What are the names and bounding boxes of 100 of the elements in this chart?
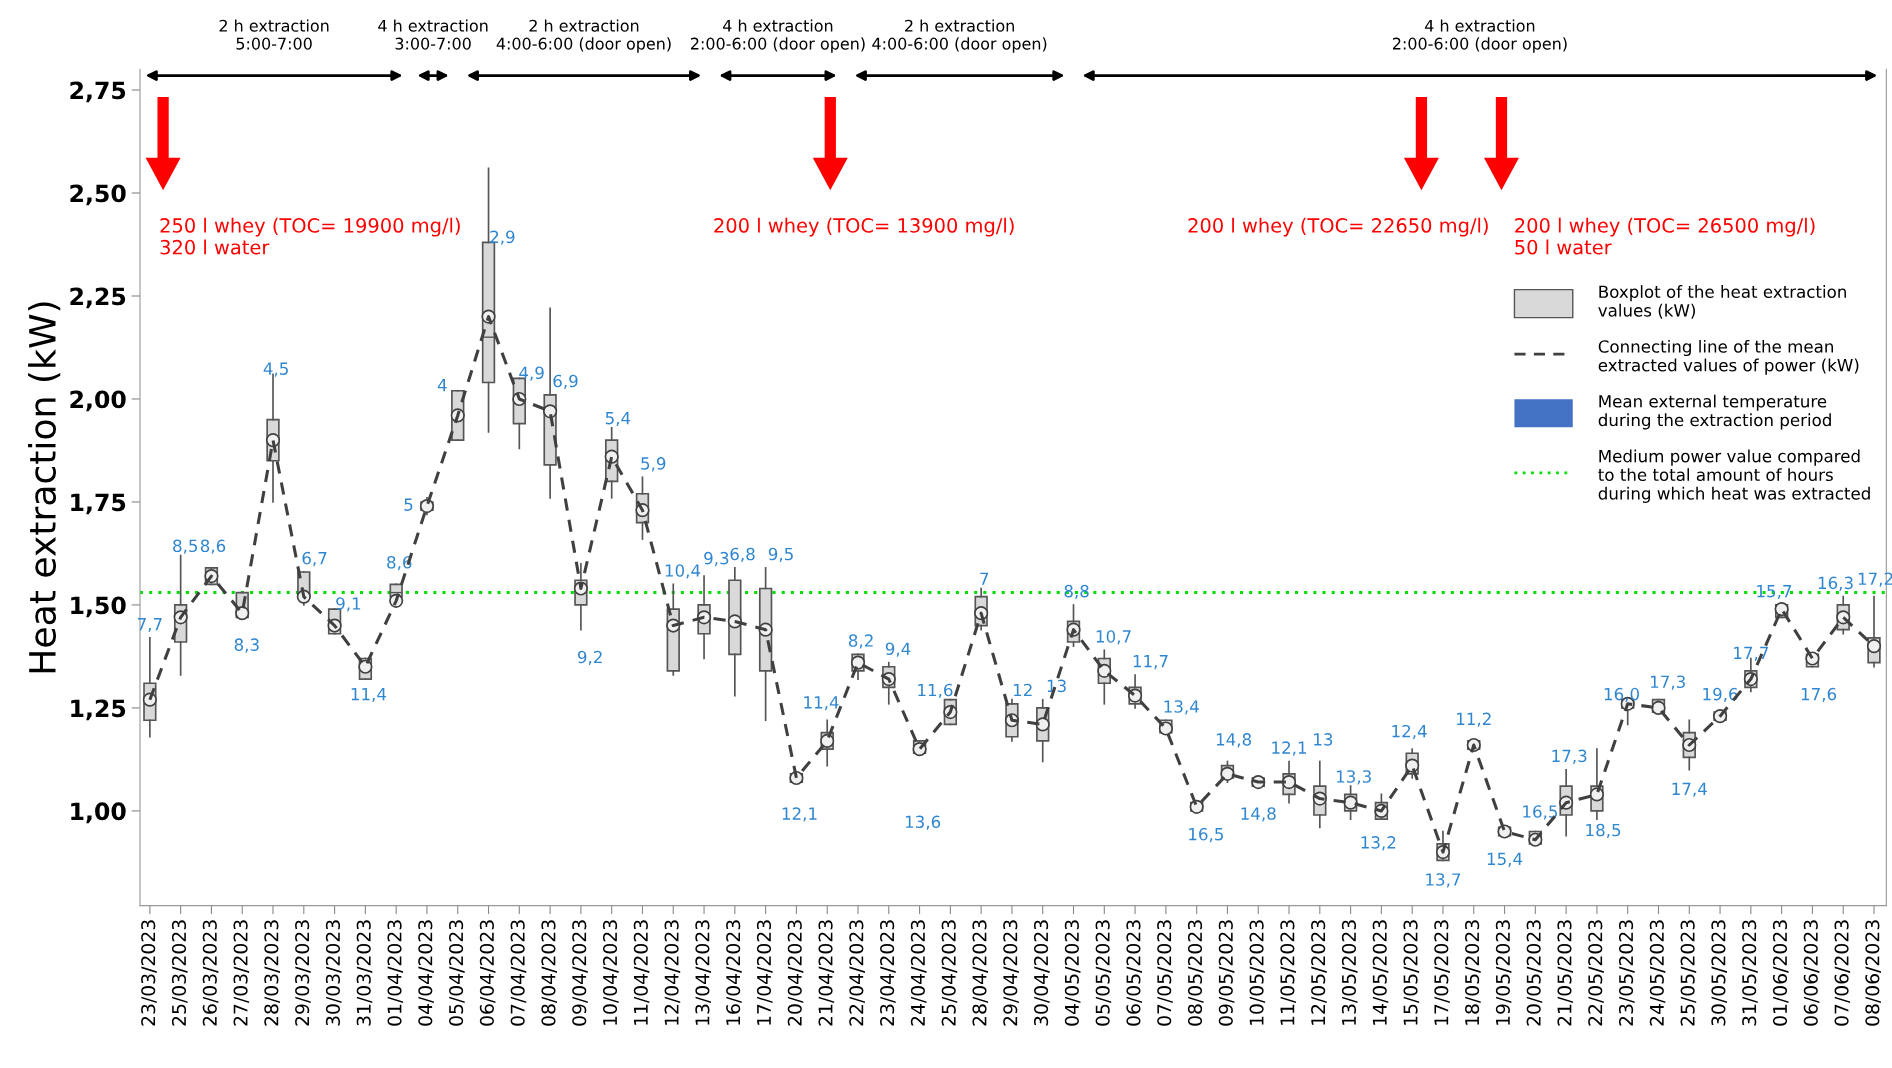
x-tick-label: 26/03/2023 xyxy=(202,920,219,1026)
x-tick-label: 12/04/2023 xyxy=(664,920,681,1025)
annotation: 4 xyxy=(437,379,447,392)
legend-label: Connecting line of the mean extracted values of power (kW) xyxy=(1598,339,1859,375)
annotation: 200 l whey (TOC= 26500 mg/l) 50 l water xyxy=(1515,217,1815,255)
annotation: 5 xyxy=(404,498,413,511)
x-tick-label: 18/05/2023 xyxy=(1465,920,1481,1025)
annotation: 6,9 xyxy=(553,374,578,390)
annotation: 17,6 xyxy=(1801,687,1837,703)
x-tick-label: 20/05/2023 xyxy=(1526,920,1543,1026)
annotation: 16,5 xyxy=(1523,805,1558,820)
x-tick-label: 10/05/2023 xyxy=(1249,920,1266,1025)
annotation: 16,3 xyxy=(1818,576,1853,591)
text: 2 h extraction 5:00-7:00 xyxy=(219,19,329,50)
x-tick-label: 28/04/2023 xyxy=(972,920,989,1026)
x-tick-label: 22/05/2023 xyxy=(1588,920,1604,1026)
x-tick-label: 28/03/2023 xyxy=(264,920,280,1026)
x-tick-label: 11/04/2023 xyxy=(633,920,650,1025)
annotation: 13,2 xyxy=(1361,836,1396,851)
x-tick-label: 23/03/2023 xyxy=(141,920,157,1026)
x-tick-label: 21/05/2023 xyxy=(1557,920,1574,1026)
text: 4 h extraction 3:00-7:00 xyxy=(378,19,488,50)
x-tick-label: 31/03/2023 xyxy=(356,920,373,1026)
annotation: 6,8 xyxy=(730,547,755,563)
x-tick-label: 06/06/2023 xyxy=(1803,920,1820,1026)
legend-label: Medium power value compared to the total amount of hours during which heat was extracted xyxy=(1598,449,1870,503)
annotation: 11,4 xyxy=(804,696,839,711)
annotation: 12,1 xyxy=(1272,741,1307,756)
annotation: 13 xyxy=(1314,733,1333,746)
annotation: 7,7 xyxy=(137,617,162,633)
annotation: 5,4 xyxy=(605,412,631,427)
annotation: 12,1 xyxy=(782,807,817,822)
y-tick-label: 2,25 xyxy=(70,287,126,309)
x-tick-label: 10/04/2023 xyxy=(602,920,619,1025)
annotation: 15,4 xyxy=(1487,852,1523,867)
x-tick-label: 30/04/2023 xyxy=(1033,920,1050,1026)
annotation: 8,8 xyxy=(1064,584,1089,600)
annotation: 14,8 xyxy=(1216,733,1252,748)
y-tick-label: 2,50 xyxy=(70,184,126,206)
x-tick-label: 16/04/2023 xyxy=(726,920,742,1025)
annotation: 9,3 xyxy=(704,551,729,567)
annotation: 2,9 xyxy=(490,230,515,245)
x-tick-label: 13/05/2023 xyxy=(1341,920,1358,1025)
x-tick-label: 24/04/2023 xyxy=(910,920,927,1026)
x-tick-label: 30/05/2023 xyxy=(1711,920,1727,1026)
x-tick-label: 11/05/2023 xyxy=(1280,920,1296,1025)
x-tick-label: 12/05/2023 xyxy=(1311,920,1327,1025)
x-tick-label: 05/04/2023 xyxy=(449,920,465,1026)
x-tick-label: 19/05/2023 xyxy=(1495,920,1512,1025)
annotation: 5,9 xyxy=(641,457,666,472)
x-tick-label: 25/03/2023 xyxy=(171,920,188,1026)
x-tick-label: 29/04/2023 xyxy=(1003,920,1019,1026)
text: 4 h extraction 2:00-6:00 (door open) xyxy=(1392,19,1567,53)
x-tick-label: 27/03/2023 xyxy=(233,920,250,1026)
annotation: 12,4 xyxy=(1392,724,1427,740)
x-tick-label: 13/04/2023 xyxy=(695,920,711,1025)
annotation: 200 l whey (TOC= 13900 mg/l) xyxy=(714,217,1014,237)
annotation: 8,3 xyxy=(234,638,259,653)
text: 4 h extraction 2:00-6:00 (door open) xyxy=(691,19,865,53)
annotation: 16,0 xyxy=(1604,687,1639,703)
x-tick-label: 25/05/2023 xyxy=(1680,920,1697,1026)
x-tick-label: 24/05/2023 xyxy=(1649,920,1666,1026)
annotation: 9,2 xyxy=(577,650,602,666)
annotation: 11,2 xyxy=(1457,712,1491,727)
annotation: 13,3 xyxy=(1336,770,1371,785)
annotation: 17,3 xyxy=(1552,749,1587,764)
annotation: 13,6 xyxy=(905,815,941,830)
y-axis-title: Heat extraction (kW) xyxy=(28,302,61,673)
x-tick-label: 09/05/2023 xyxy=(1218,920,1235,1026)
y-tick-label: 1,00 xyxy=(71,802,126,824)
x-tick-label: 30/03/2023 xyxy=(325,920,342,1026)
x-tick-label: 01/06/2023 xyxy=(1772,920,1789,1026)
annotation: 11,4 xyxy=(351,688,387,703)
annotation: 16,5 xyxy=(1189,827,1223,843)
annotation: 9,5 xyxy=(768,547,793,563)
annotation: 10,7 xyxy=(1096,630,1131,645)
x-tick-label: 20/04/2023 xyxy=(787,920,804,1026)
x-tick-label: 08/04/2023 xyxy=(541,920,558,1026)
x-tick-label: 15/05/2023 xyxy=(1403,920,1420,1025)
x-tick-label: 23/05/2023 xyxy=(1618,920,1635,1026)
x-tick-label: 23/04/2023 xyxy=(880,920,896,1026)
x-tick-label: 04/04/2023 xyxy=(418,920,434,1026)
annotation: 10,4 xyxy=(665,564,701,579)
annotation: 8,5 xyxy=(173,539,198,554)
annotation: 12 xyxy=(1013,683,1032,697)
annotation: 13,4 xyxy=(1164,700,1199,715)
annotation: 7 xyxy=(980,572,989,585)
x-tick-label: 06/05/2023 xyxy=(1126,920,1142,1026)
x-tick-label: 17/05/2023 xyxy=(1434,920,1450,1025)
annotation: 17,3 xyxy=(1651,675,1685,690)
annotation: 11,7 xyxy=(1133,655,1168,670)
annotation: 9,4 xyxy=(885,642,911,657)
annotation: 6,7 xyxy=(302,551,327,567)
x-tick-label: 07/04/2023 xyxy=(510,920,527,1026)
annotation: 200 l whey (TOC= 22650 mg/l) xyxy=(1188,217,1488,237)
text: 2 h extraction 4:00-6:00 (door open) xyxy=(872,19,1047,53)
x-tick-label: 06/04/2023 xyxy=(479,920,496,1026)
y-tick-label: 1,50 xyxy=(71,596,126,618)
annotation: 8,6 xyxy=(200,539,226,554)
x-tick-label: 07/06/2023 xyxy=(1834,920,1851,1026)
